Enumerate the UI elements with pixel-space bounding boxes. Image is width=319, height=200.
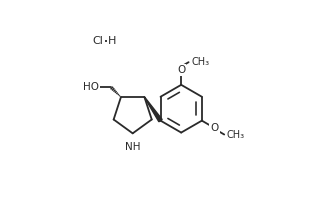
Text: H: H: [108, 36, 116, 46]
Text: CH₃: CH₃: [191, 57, 210, 67]
Text: CH₃: CH₃: [227, 130, 245, 140]
Polygon shape: [144, 97, 162, 122]
Text: HO: HO: [83, 82, 99, 92]
Text: NH: NH: [125, 142, 140, 152]
Text: O: O: [177, 65, 185, 75]
Text: O: O: [210, 123, 219, 133]
Text: Cl: Cl: [93, 36, 104, 46]
